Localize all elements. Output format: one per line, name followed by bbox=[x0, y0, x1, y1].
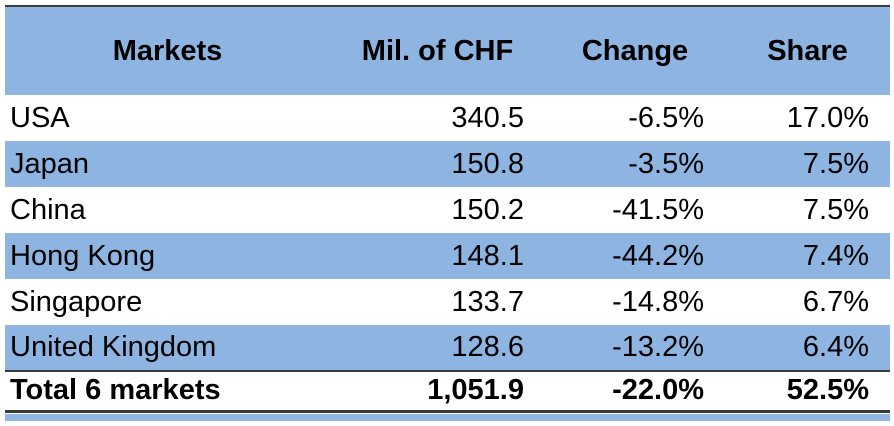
mil-chf-value: 150.2 bbox=[451, 193, 524, 226]
table-row: China 150.2 -41.5% 7.5% bbox=[5, 187, 890, 233]
table-row: Hong Kong 148.1 -44.2% 7.4% bbox=[5, 233, 890, 279]
total-row: Total 6 markets 1,051.9 -22.0% 52.5% bbox=[5, 370, 890, 413]
mil-chf-value: 128.6 bbox=[451, 331, 524, 363]
market-name: China bbox=[10, 193, 86, 226]
change-value: -3.5% bbox=[628, 147, 704, 180]
column-header-share: Share bbox=[725, 5, 890, 95]
table-row: USA 340.5 -6.5% 17.0% bbox=[5, 95, 890, 141]
share-value: 6.7% bbox=[802, 285, 869, 318]
column-header-markets: Markets bbox=[5, 5, 330, 95]
market-name: Singapore bbox=[10, 285, 143, 318]
share-value: 7.5% bbox=[802, 193, 869, 226]
table-row: Singapore 133.7 -14.8% 6.7% bbox=[5, 279, 890, 325]
header-row: Markets Mil. of CHF Change Share bbox=[5, 5, 890, 95]
total-share-value: 52.5% bbox=[725, 370, 890, 413]
share-value: 7.5% bbox=[802, 147, 869, 180]
column-header-mil-of-chf: Mil. of CHF bbox=[330, 5, 545, 95]
change-value: -6.5% bbox=[628, 101, 704, 134]
share-value: 7.4% bbox=[802, 239, 869, 272]
total-label: Total 6 markets bbox=[5, 370, 330, 413]
markets-table: Markets Mil. of CHF Change Share USA 340… bbox=[5, 5, 890, 413]
market-name: Hong Kong bbox=[10, 239, 156, 272]
total-mil-chf-value: 1,051.9 bbox=[330, 370, 545, 413]
change-value: -14.8% bbox=[612, 285, 704, 318]
share-value: 17.0% bbox=[786, 101, 869, 134]
table-row: United Kingdom 128.6 -13.2% 6.4% bbox=[5, 325, 890, 371]
table-row: Japan 150.8 -3.5% 7.5% bbox=[5, 141, 890, 187]
bottom-accent-bar bbox=[5, 413, 890, 421]
change-value: -41.5% bbox=[612, 193, 704, 226]
mil-chf-value: 340.5 bbox=[451, 101, 524, 134]
mil-chf-value: 133.7 bbox=[451, 285, 524, 318]
share-value: 6.4% bbox=[802, 331, 869, 363]
market-name: United Kingdom bbox=[10, 331, 217, 363]
change-value: -44.2% bbox=[612, 239, 704, 272]
column-header-change: Change bbox=[545, 5, 725, 95]
total-change-value: -22.0% bbox=[545, 370, 725, 413]
market-name: Japan bbox=[10, 147, 90, 180]
change-value: -13.2% bbox=[612, 331, 704, 363]
mil-chf-value: 150.8 bbox=[451, 147, 524, 180]
mil-chf-value: 148.1 bbox=[451, 239, 524, 272]
market-name: USA bbox=[10, 101, 70, 134]
